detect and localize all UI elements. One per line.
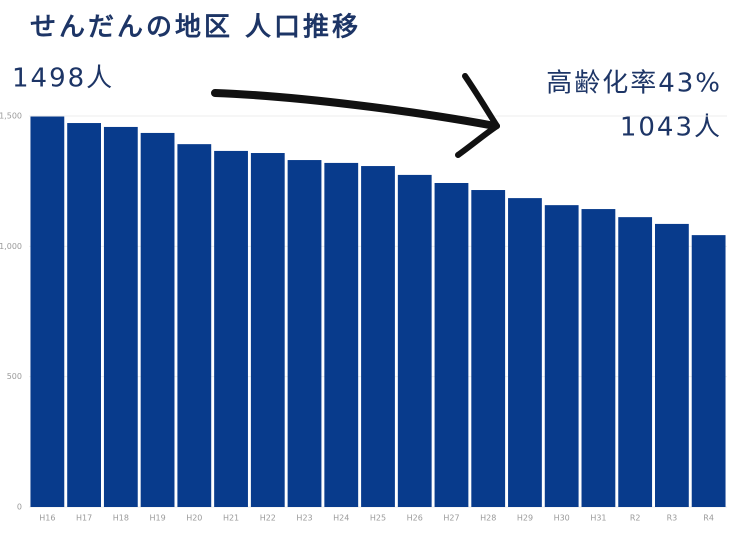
bar (691, 235, 726, 507)
bar (214, 150, 248, 508)
y-tick-label: 0 (17, 503, 22, 512)
bar (103, 126, 138, 507)
y-tick-label: 500 (7, 372, 22, 381)
x-tick-label: H19 (149, 514, 165, 523)
annotation: 1043人 (620, 113, 722, 143)
x-tick-label: H22 (260, 514, 276, 523)
bar (287, 160, 322, 507)
x-tick-label: H18 (113, 514, 129, 523)
x-tick-label: H25 (370, 514, 386, 523)
x-tick-label: R4 (703, 514, 714, 523)
bar (250, 153, 285, 508)
y-tick-label: 1,500 (0, 112, 22, 121)
bar (654, 223, 689, 507)
x-tick-label: H26 (407, 514, 423, 523)
bar (140, 132, 175, 507)
annotation: 1498人 (12, 64, 114, 94)
y-tick-label: 1,000 (0, 242, 22, 251)
bar (361, 166, 395, 507)
bar (471, 190, 506, 507)
bar (30, 116, 65, 507)
bar (324, 162, 359, 508)
x-tick-label: R2 (630, 514, 641, 523)
bar (67, 123, 102, 508)
bar (434, 182, 469, 507)
x-tick-label: H28 (480, 514, 496, 523)
arrow (211, 73, 500, 158)
x-tick-label: H31 (590, 514, 606, 523)
x-tick-label: H21 (223, 514, 239, 523)
x-tick-label: H30 (554, 514, 570, 523)
x-tick-label: R3 (667, 514, 678, 523)
chart-title: せんだんの地区 人口推移 (30, 13, 361, 43)
x-tick-label: H29 (517, 514, 533, 523)
bar (581, 209, 616, 508)
bar (397, 174, 432, 508)
x-tick-label: H24 (333, 514, 349, 523)
x-tick-label: H17 (76, 514, 92, 523)
plot-area: 0 500 1,000 1,500 H16 H17 H18 H19 H20 H21 H22 H23 H2… (0, 112, 727, 523)
annotation: 高齢化率43% (546, 69, 722, 99)
x-tick-label: H20 (186, 514, 202, 523)
x-tick-label: H23 (296, 514, 312, 523)
x-tick-label: H16 (39, 514, 55, 523)
bar (508, 198, 542, 508)
bar (618, 217, 653, 507)
bar (177, 144, 212, 508)
bar (544, 205, 579, 507)
x-tick-label: H27 (443, 514, 459, 523)
